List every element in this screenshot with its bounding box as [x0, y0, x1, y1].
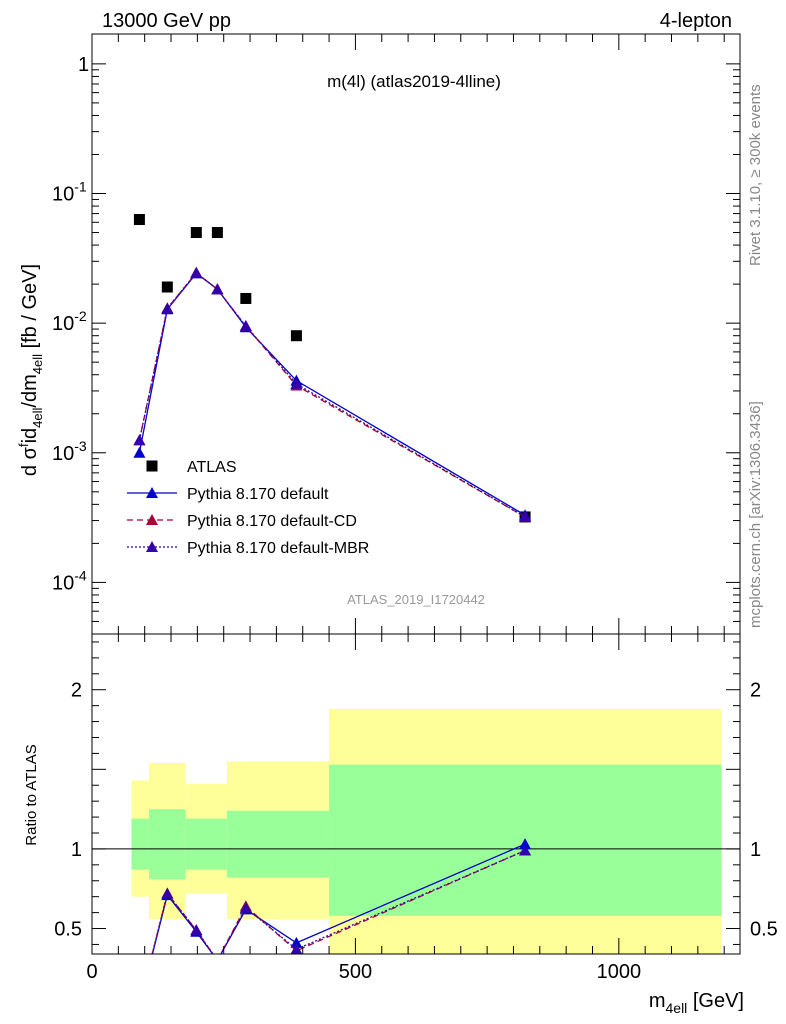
ratio-point-mbr: [519, 844, 532, 856]
x-tick-label: 0: [86, 961, 97, 983]
ratio-y-tick-label-left: 1: [71, 839, 82, 861]
ratio-point-mbr: [133, 999, 145, 1010]
series-point-mbr: [239, 320, 252, 332]
ratio-y-axis-label: Ratio to ATLAS: [23, 744, 40, 845]
ratio-y-tick-label-right: 2: [750, 680, 761, 702]
ratio-point-default: [211, 954, 223, 965]
ratio-band-inner: [148, 809, 186, 880]
series-point-mbr: [161, 302, 174, 314]
legend-label: Pythia 8.170 default-MBR: [187, 540, 369, 557]
ratio-point-mbr: [190, 924, 203, 936]
main-axis-ticks: 10-4 10-3 10-2 10-1 1: [52, 34, 740, 635]
main-series: [133, 214, 532, 523]
header-right: 4-lepton: [660, 10, 732, 32]
ratio-bands: [92, 708, 740, 954]
analysis-id: ATLAS_2019_I1720442: [347, 592, 485, 607]
y-tick-label: 1: [78, 54, 89, 76]
y-tick-label: 10-1: [52, 179, 87, 206]
series-line-default: [138, 272, 526, 516]
series-point-mbr: [290, 377, 303, 389]
series-point-default: [133, 446, 146, 458]
header-left: 13000 GeV pp: [102, 10, 231, 32]
ratio-axis-ticks: 0.5 0.5 1 1 2 2 0 500 1000: [54, 634, 778, 983]
legend-marker-data: [146, 460, 158, 472]
main-panel: 10-4 10-3 10-2 10-1 1 m(4l) (atlas2019-4llin…: [52, 33, 741, 635]
data-point: [190, 227, 202, 239]
legend-label: ATLAS: [187, 459, 237, 476]
ratio-series: [133, 838, 532, 1011]
series-point-mbr: [519, 510, 532, 522]
data-point: [133, 214, 145, 226]
mcplots-label: mcplots.cern.ch [arXiv:1306.3436]: [747, 401, 764, 628]
legend: ATLAS Pythia 8.170 default Pythia 8.170 de…: [127, 459, 369, 557]
legend-label: Pythia 8.170 default-CD: [187, 513, 357, 530]
data-point: [161, 281, 173, 293]
legend-marker-cd: [146, 514, 158, 525]
legend-marker-mbr: [146, 541, 158, 552]
series-point-mbr: [211, 283, 224, 295]
ratio-point-mbr: [290, 943, 303, 954]
main-y-axis-label: d σfid4ell/dm4ell [fb / GeV]: [16, 264, 45, 476]
data-point: [211, 227, 223, 239]
x-tick-label: 500: [339, 961, 372, 983]
ratio-y-tick-label-right: 1: [750, 839, 761, 861]
ratio-point-mbr: [211, 954, 223, 965]
rivet-label: Rivet 3.1.10, ≥ 300k events: [747, 84, 764, 266]
x-tick-label: 1000: [597, 961, 642, 983]
ratio-y-tick-label-left: 0.5: [54, 919, 82, 941]
y-tick-label: 10-4: [52, 567, 87, 594]
y-tick-label: 10-3: [52, 438, 87, 465]
ratio-point-mbr: [161, 887, 174, 899]
ratio-y-tick-label-right: 0.5: [750, 919, 778, 941]
ratio-frame: [91, 633, 741, 955]
series-point-mbr: [190, 266, 203, 278]
data-point: [240, 292, 252, 304]
ratio-point-cd: [133, 999, 145, 1010]
ratio-band-inner: [226, 810, 330, 878]
ratio-point-default: [290, 936, 303, 948]
series-point-mbr: [133, 434, 146, 446]
ratio-band-inner: [131, 818, 149, 870]
y-tick-label: 10-2: [52, 308, 87, 335]
ratio-band-inner: [185, 818, 227, 870]
x-axis-label: m4ell [GeV]: [649, 990, 744, 1016]
ratio-y-tick-label-left: 2: [71, 680, 82, 702]
ratio-point-cd: [211, 954, 223, 965]
plot-title: m(4l) (atlas2019-4lline): [327, 72, 501, 91]
series-line-cd: [138, 271, 526, 518]
ratio-panel: 0.5 0.5 1 1 2 2 0 500 1000: [54, 633, 778, 1011]
data-point: [290, 330, 302, 342]
ratio-point-mbr: [239, 901, 252, 913]
legend-label: Pythia 8.170 default: [187, 486, 329, 503]
ratio-point-default: [133, 1000, 145, 1011]
series-line-mbr: [138, 271, 526, 518]
legend-marker-default: [146, 487, 158, 498]
